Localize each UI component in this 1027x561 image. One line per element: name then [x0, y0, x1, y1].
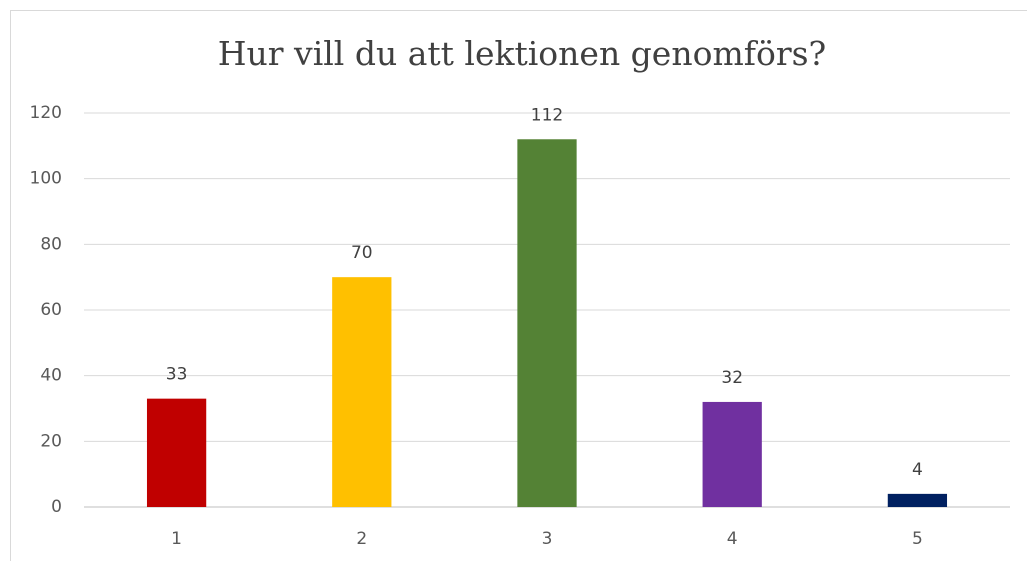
bar: [146, 398, 207, 507]
y-tick-label: 40: [40, 366, 62, 386]
y-tick-label: 120: [30, 103, 62, 123]
data-label: 4: [912, 460, 923, 480]
data-label: 33: [166, 365, 188, 385]
y-tick-label: 0: [51, 497, 62, 517]
bar: [702, 401, 762, 507]
bar: [887, 493, 948, 507]
y-tick-label: 100: [30, 169, 62, 189]
data-label: 70: [351, 243, 373, 263]
x-tick-label: 4: [727, 529, 738, 549]
y-tick-label: 20: [40, 431, 62, 451]
x-tick-label: 3: [542, 529, 553, 549]
bar: [517, 139, 577, 507]
data-label: 32: [721, 368, 743, 388]
x-tick-label: 2: [356, 529, 367, 549]
x-tick-label: 5: [912, 529, 923, 549]
chart-title: Hur vill du att lektionen genomförs?: [218, 34, 827, 73]
y-tick-label: 80: [40, 234, 62, 254]
x-tick-label: 1: [171, 529, 182, 549]
bar: [332, 277, 392, 507]
y-tick-label: 60: [40, 300, 62, 320]
data-label: 112: [531, 105, 563, 125]
